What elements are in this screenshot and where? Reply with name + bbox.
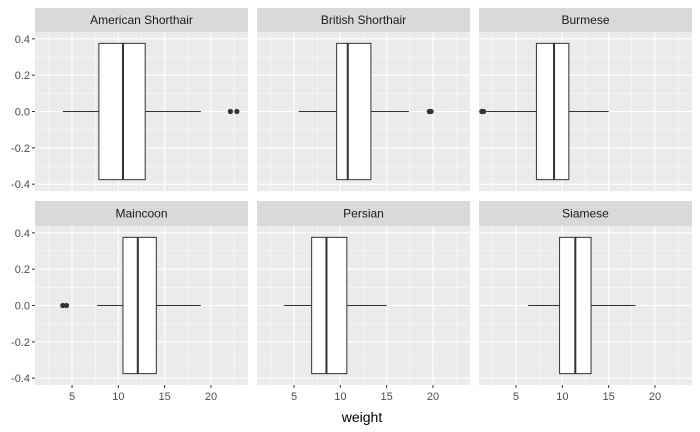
box-persian: [311, 236, 348, 375]
strip-american-shorthair: [35, 8, 248, 32]
x-tick-label: 5: [291, 391, 297, 403]
strip-siamese: [479, 201, 692, 226]
strip-label-persian: Persian: [343, 207, 384, 221]
box-british-shorthair: [336, 42, 372, 181]
panel-burmese: Burmese: [479, 8, 692, 191]
panels-layer: American Shorthair British Shorthair Burme…: [35, 8, 692, 385]
y-tick-label: 0.4: [15, 228, 30, 240]
strip-label-burmese: Burmese: [561, 13, 609, 27]
outlier-point-british-shorthair: [428, 108, 434, 115]
x-tick-label: 15: [159, 391, 171, 403]
panel-american-shorthair: American Shorthair: [35, 8, 248, 191]
strip-burmese: [479, 8, 692, 32]
strip-label-british-shorthair: British Shorthair: [321, 13, 406, 27]
x-tick-label: 15: [381, 391, 393, 403]
x-tick-label: 5: [69, 391, 75, 403]
box-maincoon: [122, 236, 157, 375]
panel-maincoon: Maincoon: [35, 201, 248, 385]
y-tick-label: -0.2: [11, 143, 30, 155]
x-tick-label: 10: [556, 391, 568, 403]
y-tick-label: 0.2: [15, 264, 30, 276]
outlier-point-american-shorthair: [234, 108, 240, 115]
y-tick-label: 0.0: [15, 107, 30, 119]
x-tick-label: 20: [205, 391, 217, 403]
panel-siamese: Siamese: [479, 201, 692, 385]
x-tick-label: 10: [334, 391, 346, 403]
strip-label-siamese: Siamese: [562, 207, 609, 221]
box-burmese: [535, 42, 570, 181]
outlier-point-maincoon: [60, 302, 66, 309]
strip-maincoon: [35, 201, 248, 226]
y-tick-label: 0.0: [15, 301, 30, 313]
y-tick-label: -0.2: [11, 337, 30, 349]
strip-persian: [257, 201, 470, 226]
strip-label-maincoon: Maincoon: [115, 207, 167, 221]
outlier-point-american-shorthair: [227, 108, 234, 115]
outlier-point-burmese: [481, 108, 487, 115]
x-tick-label: 15: [603, 391, 615, 403]
x-tick-label: 20: [427, 391, 439, 403]
y-tick-label: 0.2: [15, 70, 30, 82]
strip-british-shorthair: [257, 8, 470, 32]
x-axis-title: weight: [341, 409, 383, 425]
x-tick-label: 20: [649, 391, 661, 403]
x-tick-label: 10: [112, 391, 124, 403]
y-tick-label: 0.4: [15, 34, 30, 46]
y-tick-label: -0.4: [11, 179, 30, 191]
panel-persian: Persian: [257, 201, 470, 385]
x-tick-label: 5: [513, 391, 519, 403]
y-tick-label: -0.4: [11, 373, 30, 385]
strip-label-american-shorthair: American Shorthair: [90, 13, 193, 27]
outlier-point-maincoon: [63, 302, 70, 309]
y-axis-left: -0.4 -0.2 0.0 0.2 0.4 -0.4 -0.2 0.0 0.2 0.4: [11, 34, 35, 385]
panel-british-shorthair: British Shorthair: [257, 8, 470, 191]
x-axis-bottom: 5 10 15 20 5 10 15 20 5 10 15 20: [69, 385, 661, 403]
